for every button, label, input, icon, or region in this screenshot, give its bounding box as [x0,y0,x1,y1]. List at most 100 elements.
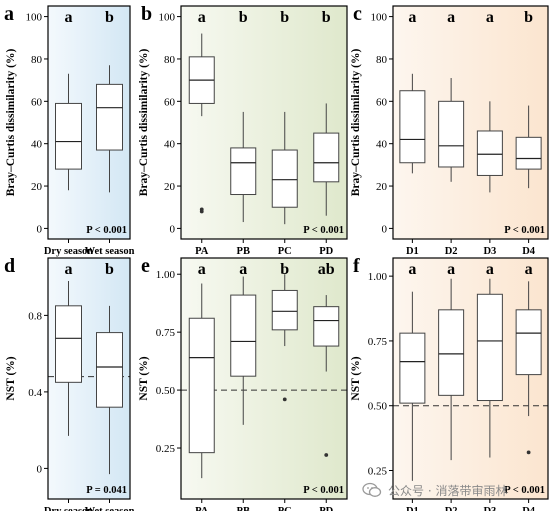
significance-letter: b [239,9,248,26]
y-tick-label: 40 [376,139,388,151]
panel-f: f NST (%) 0.25 0.50 0.75 1.00 a D1 a D2 a D3 a D4 P < … [350,255,549,511]
box-iqr [96,332,123,408]
significance-letter: b [524,9,533,26]
p-value: P < 0.001 [504,485,545,496]
p-value: P < 0.001 [86,225,127,236]
y-tick-label: 0 [37,223,43,235]
box-iqr [96,83,123,151]
y-tick-label: 100 [371,12,388,24]
box-d4: b [515,9,542,189]
y-tick-label: 20 [164,181,176,193]
x-tick-label: D2 [445,506,458,511]
x-tick-label: PA [195,506,209,511]
y-tick-label: 100 [26,12,43,24]
y-axis-label: NST (%) [350,356,362,400]
x-tick-label: D4 [522,246,536,257]
y-axis-label: Bray–Curtis dissimilarity (%) [350,49,362,197]
box-pc: b [271,261,298,402]
significance-letter: b [105,261,114,278]
significance-letter: a [408,9,416,26]
x-tick-label: Wet season [85,506,135,511]
y-tick-label: 60 [164,96,176,108]
box-dry-season: a [55,261,82,436]
panel-letter: d [4,255,15,277]
box-pd: ab [313,261,340,457]
x-tick-label: D4 [522,506,536,511]
panel-e: e NST (%) 0.25 0.50 0.75 1.00 a PA a PB b PC ab PD P <… [138,255,348,511]
x-tick-label: Dry season [44,506,93,511]
box-iqr [55,305,82,383]
y-tick-label: 60 [31,96,43,108]
box-pd: b [313,9,340,216]
y-tick-label: 0.4 [28,387,42,399]
box-pa: a [188,9,215,214]
y-tick-label: 1.00 [156,269,176,281]
box-d3: a [476,9,503,193]
x-tick-label: PB [237,246,250,257]
y-tick-label: 100 [159,12,176,24]
box-pb: b [230,9,257,223]
x-tick-label: D2 [445,246,458,257]
outlier-point [526,450,531,455]
x-tick-label: PB [237,506,250,511]
y-axis-label: Bray–Curtis dissimilarity (%) [5,49,17,197]
panel-frame [180,257,348,500]
y-tick-label: 1.00 [368,271,388,283]
significance-letter: a [408,261,416,278]
box-iqr [313,132,340,183]
box-d4: a [515,261,542,455]
box-pb: a [230,261,257,425]
box-d1: a [399,261,426,481]
x-tick-label: PD [319,246,333,257]
significance-letter: ab [318,261,335,278]
panel-letter: b [141,3,152,25]
panel-d: d NST (%) 0 0.4 0.8 a Dry season b Wet season P =… [4,255,135,511]
y-axis-label: Bray–Curtis dissimilarity (%) [138,49,150,197]
box-iqr [271,149,298,208]
y-tick-label: 20 [31,181,43,193]
box-pa: a [188,261,215,479]
p-value: P = 0.041 [86,485,127,496]
panel-frame [392,5,549,240]
significance-letter: a [239,261,247,278]
outlier-point [282,397,287,402]
y-tick-label: 0 [37,463,43,475]
watermark-text: 公众号 · 消落带审雨林 [388,483,508,498]
y-axis-label: NST (%) [5,356,17,400]
significance-letter: a [447,9,455,26]
box-d1: a [399,9,426,174]
box-iqr [271,289,298,331]
x-tick-label: D1 [406,506,419,511]
y-tick-label: 40 [164,139,176,151]
significance-letter: b [280,261,289,278]
panel-letter: a [4,3,14,25]
box-wet-season: b [96,261,123,475]
x-tick-label: PC [278,246,292,257]
x-tick-label: PA [195,246,209,257]
x-tick-label: Wet season [85,246,135,257]
significance-letter: b [322,9,331,26]
p-value: P < 0.001 [303,485,344,496]
panel-frame [47,257,131,500]
significance-letter: b [280,9,289,26]
y-tick-label: 0.50 [368,401,388,413]
x-tick-label: D1 [406,246,419,257]
y-tick-label: 0.50 [156,385,176,397]
significance-letter: b [105,9,114,26]
panel-frame [392,257,549,500]
box-wet-season: b [96,9,123,193]
box-iqr [230,147,257,196]
y-tick-label: 80 [164,54,176,66]
box-d2: a [438,261,465,461]
significance-letter: a [65,261,73,278]
y-tick-label: 80 [376,54,388,66]
box-iqr [399,90,426,164]
box-iqr [399,332,426,404]
y-tick-label: 0 [170,223,176,235]
outlier-point [324,453,329,457]
box-iqr [313,306,340,347]
watermark: 公众号 · 消落带审雨林 [362,478,507,502]
box-iqr [438,309,465,396]
box-iqr [188,317,215,454]
